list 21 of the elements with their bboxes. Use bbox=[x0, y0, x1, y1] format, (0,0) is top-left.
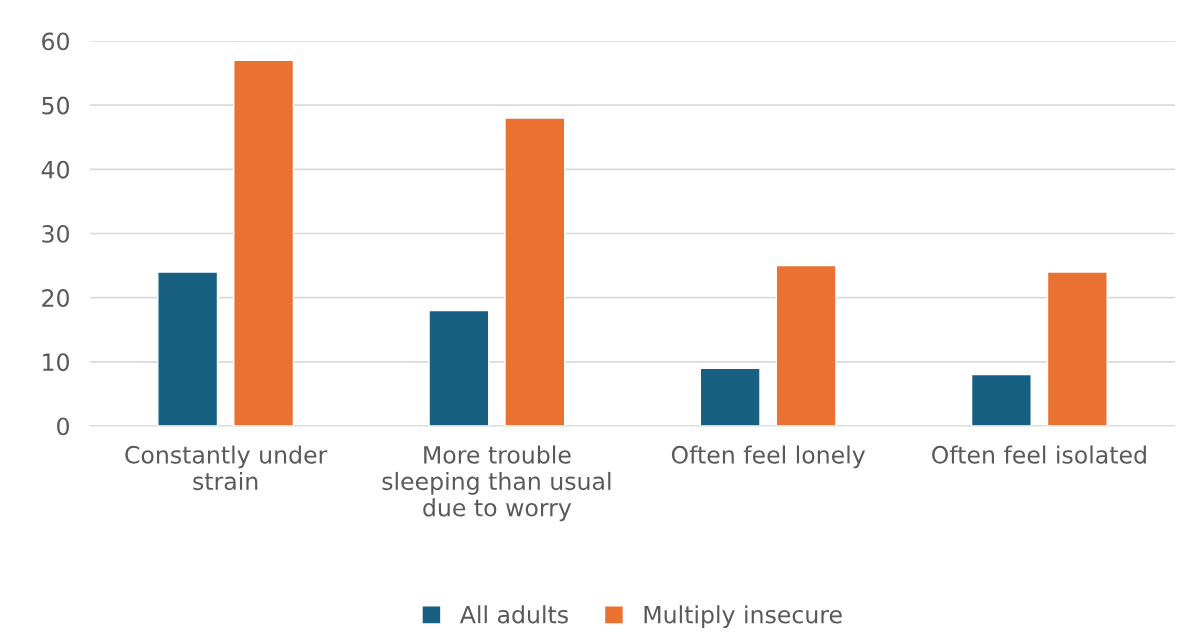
legend-label: All adults bbox=[459, 605, 568, 624]
bar bbox=[157, 271, 219, 426]
bar bbox=[428, 309, 490, 426]
y-tick-label: 40 bbox=[41, 160, 69, 179]
y-tick-label: 30 bbox=[42, 224, 69, 243]
bar bbox=[775, 264, 837, 426]
bar bbox=[970, 373, 1032, 426]
x-tick-label: Often feel isolated bbox=[932, 445, 1146, 464]
legend-label: Multiply insecure bbox=[644, 605, 842, 629]
y-tick-label: 50 bbox=[42, 96, 69, 115]
bar bbox=[699, 367, 761, 426]
x-tick-label: Often feel lonely bbox=[671, 445, 866, 469]
y-tick-label: 20 bbox=[42, 289, 69, 307]
x-tick-label: More trouble sleeping than usual due to worry bbox=[382, 445, 611, 522]
x-tick-label: Constantly under strain bbox=[125, 445, 328, 491]
bar bbox=[504, 117, 566, 426]
bar bbox=[1046, 271, 1108, 426]
y-tick-label: 0 bbox=[57, 417, 69, 436]
bar bbox=[233, 59, 295, 426]
y-tick-label: 10 bbox=[43, 353, 69, 372]
y-tick-label: 60 bbox=[42, 32, 69, 51]
